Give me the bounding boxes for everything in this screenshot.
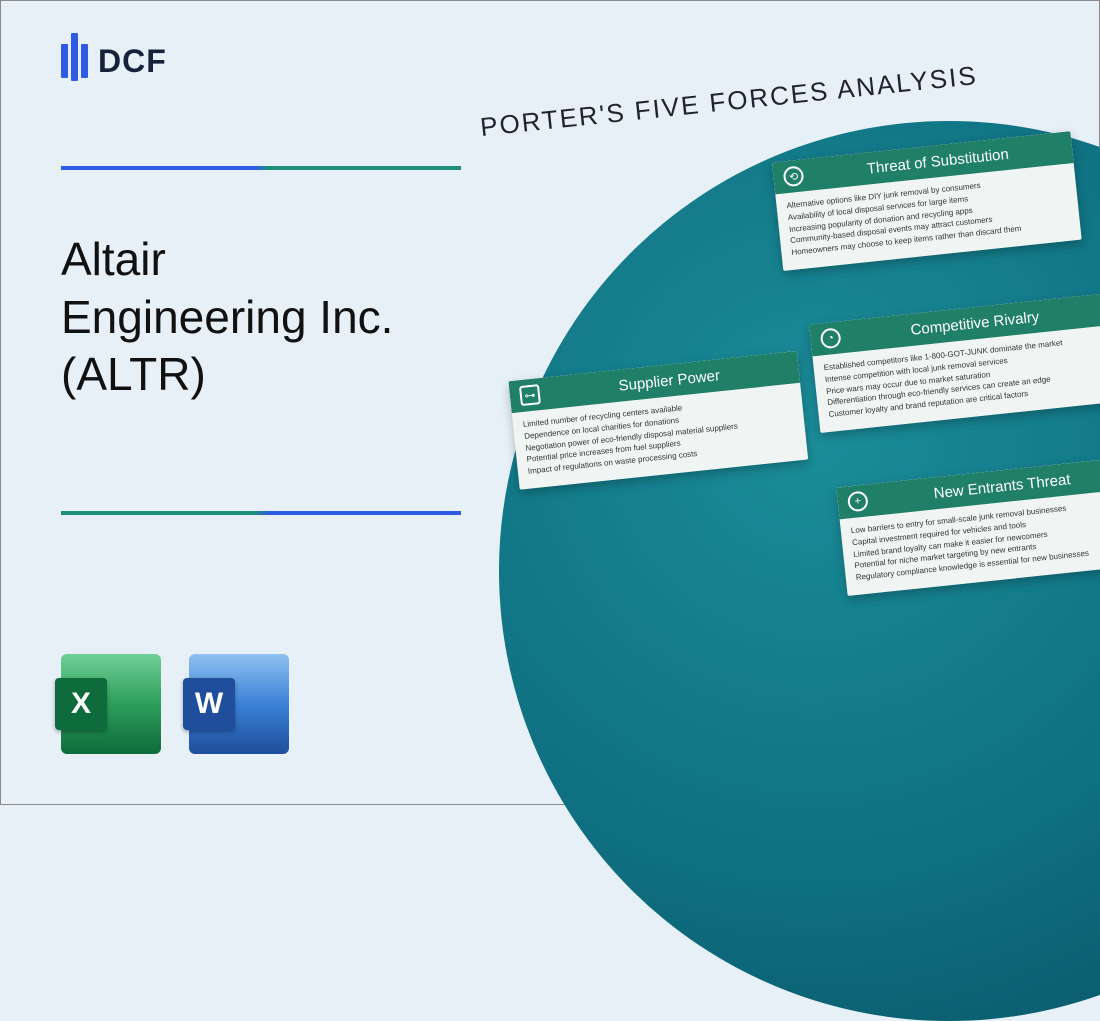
word-icon[interactable]: W [189,654,289,754]
card-substitution: ⟲ Threat of Substitution Alternative opt… [772,131,1082,271]
file-icons: X W [61,654,289,754]
key-icon: ⊶ [519,384,541,406]
card-entrants: + New Entrants Threat Low barriers to en… [836,456,1100,596]
company-title: Altair Engineering Inc. (ALTR) [61,231,393,404]
divider-top [61,166,461,170]
card-rivalry: ◔ Competitive Rivalry Established compet… [809,293,1100,433]
excel-icon[interactable]: X [61,654,161,754]
swap-icon: ⟲ [783,165,805,187]
word-badge: W [183,678,235,730]
chart-icon: ◔ [820,327,842,349]
brand-logo: DCF [61,41,167,81]
excel-badge: X [55,678,107,730]
company-title-line1: Altair [61,233,166,285]
company-title-line3: (ALTR) [61,348,206,400]
user-plus-icon: + [847,490,869,512]
logo-mark [61,41,88,81]
company-title-line2: Engineering Inc. [61,291,393,343]
card-supplier: ⊶ Supplier Power Limited number of recyc… [508,351,808,490]
brand-name: DCF [98,43,167,80]
cards-cluster: ⟲ Threat of Substitution Alternative opt… [492,116,1100,739]
divider-bottom [61,511,461,515]
